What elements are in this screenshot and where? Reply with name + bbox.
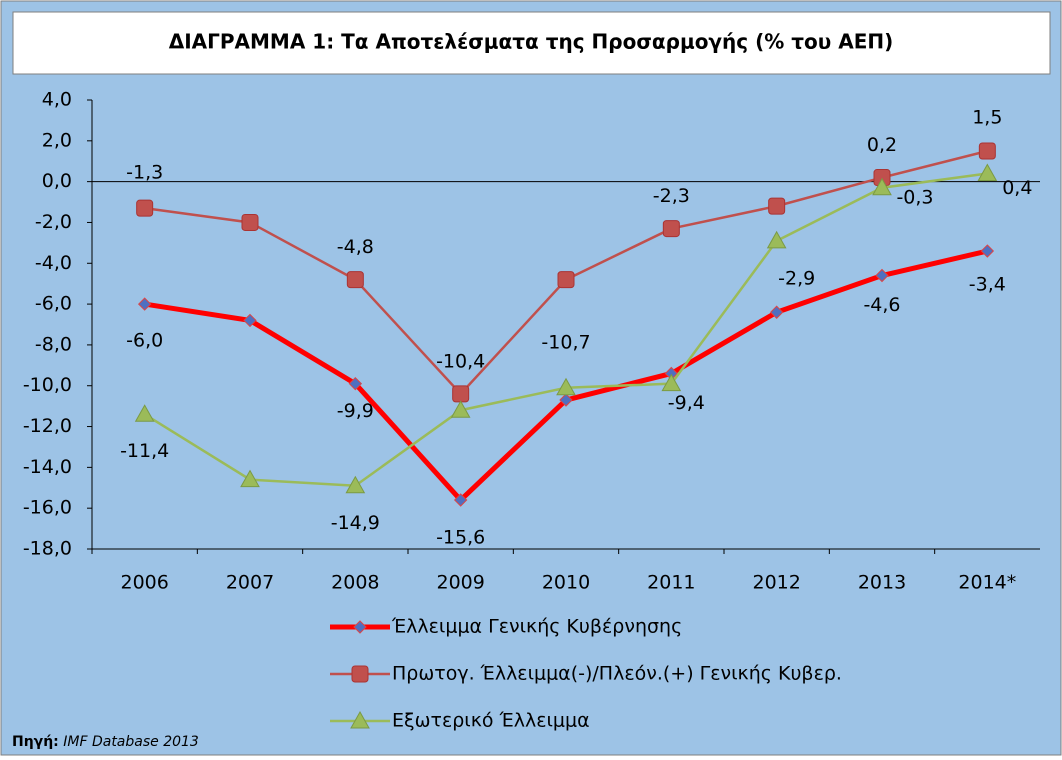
marker [241, 213, 259, 231]
data-label: 0,2 [867, 134, 897, 156]
marker [450, 400, 471, 418]
data-label: -11,4 [120, 440, 169, 462]
x-tick-label: 2013 [858, 572, 906, 594]
data-label: -9,9 [337, 400, 374, 422]
marker [452, 385, 470, 403]
y-tick-label: -10,0 [23, 374, 72, 396]
marker [556, 377, 576, 396]
legend-label: Πρωτογ. Έλλειμμα(-)/Πλεόν.(+) Γενικής Κυ… [392, 663, 842, 685]
data-label: -4,8 [337, 236, 374, 258]
legend-label: Έλλειμμα Γενικής Κυβέρνησης [391, 616, 682, 638]
y-tick-label: 4,0 [42, 89, 72, 111]
source: Πηγή: IMF Database 2013 [12, 734, 199, 750]
y-tick-label: -16,0 [23, 497, 72, 519]
x-tick-label: 2008 [331, 572, 379, 594]
x-tick-label: 2011 [647, 572, 695, 594]
data-label: -10,4 [436, 350, 485, 372]
marker [137, 297, 152, 311]
chart-title: ΔΙΑΓΡΑΜΜΑ 1: Τα Αποτελέσματα της Προσαρμ… [169, 30, 894, 54]
marker [768, 197, 786, 215]
data-label: 0,4 [1002, 177, 1032, 199]
marker [345, 475, 366, 494]
y-tick-label: -2,0 [35, 211, 72, 233]
marker [351, 665, 369, 683]
y-tick-label: -4,0 [35, 252, 72, 274]
data-label: -4,6 [863, 294, 900, 316]
data-label: -14,9 [331, 512, 380, 534]
data-label: -1,3 [126, 162, 163, 184]
y-tick-label: -12,0 [23, 415, 72, 437]
x-tick-label: 2007 [226, 572, 274, 594]
data-label: -2,3 [653, 185, 690, 207]
marker [348, 376, 363, 391]
marker [766, 230, 787, 249]
marker [769, 305, 784, 319]
x-tick-label: 2010 [542, 572, 590, 594]
marker [557, 271, 575, 289]
marker [136, 199, 154, 217]
marker [980, 244, 995, 258]
x-tick-label: 2009 [436, 572, 484, 594]
title-box [12, 11, 1051, 75]
marker [353, 620, 367, 634]
x-tick-label: 2006 [120, 572, 168, 594]
marker [453, 493, 468, 507]
marker [559, 393, 573, 407]
x-tick-label: 2012 [752, 572, 800, 594]
data-label: -15,6 [436, 527, 485, 549]
source-label: Πηγή: [12, 734, 59, 750]
y-tick-label: -8,0 [35, 333, 72, 355]
y-tick-label: -6,0 [35, 293, 72, 315]
y-tick-label: 0,0 [42, 170, 72, 192]
marker [662, 220, 680, 238]
data-label: -10,7 [541, 332, 590, 354]
marker [661, 373, 682, 392]
data-label: -3,4 [969, 274, 1006, 296]
data-label: -0,3 [896, 186, 933, 208]
marker [978, 142, 996, 160]
marker [243, 313, 257, 328]
y-tick-label: 2,0 [42, 129, 72, 151]
y-tick-label: -14,0 [23, 456, 72, 478]
y-tick-label: -18,0 [23, 538, 72, 560]
x-tick-label: 2014* [958, 572, 1016, 594]
marker [872, 177, 892, 196]
marker [134, 404, 155, 422]
marker [350, 710, 370, 729]
marker [875, 268, 889, 283]
data-label: -2,9 [778, 267, 815, 289]
legend-label: Εξωτερικό Έλλειμμα [392, 710, 590, 732]
marker [977, 163, 998, 181]
data-label: -6,0 [126, 330, 163, 352]
marker [240, 469, 260, 488]
data-label: 1,5 [972, 107, 1002, 129]
marker [346, 271, 364, 289]
data-label: -9,4 [668, 392, 705, 414]
source-text: IMF Database 2013 [63, 734, 199, 750]
